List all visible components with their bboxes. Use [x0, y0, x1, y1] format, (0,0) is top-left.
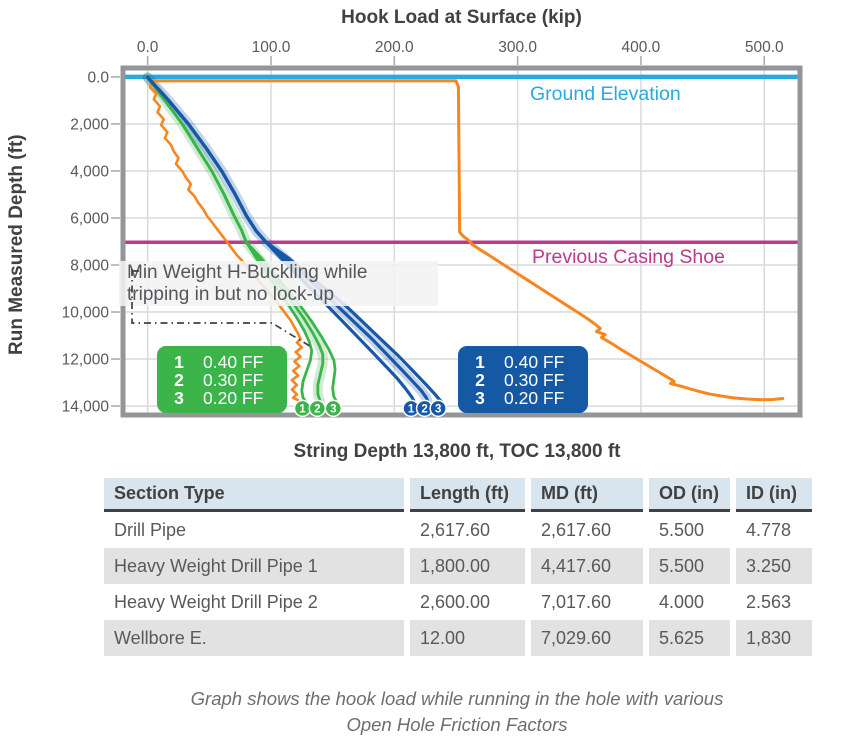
table-cell: 4.000	[659, 592, 705, 612]
table-cell: Wellbore E.	[104, 620, 404, 656]
string-depth-title: String Depth 13,800 ft, TOC 13,800 ft	[293, 441, 621, 462]
column-header: Length (ft)	[410, 478, 525, 512]
buckling-annotation: Min Weight H-Buckling while tripping in …	[119, 261, 438, 306]
x-tick-label: 0.0	[137, 39, 159, 56]
series-end-marker	[429, 399, 447, 418]
table-cell: 1,800.00	[410, 548, 525, 584]
chart-canvas: 0.0 100.0 200.0 300.0 400.0 500.0 0.0 2,000 4,00…	[62, 39, 803, 418]
y-tick-label: 14,000	[62, 399, 110, 416]
annotation-line-2: tripping in but no lock-up	[127, 283, 335, 305]
legend-entry: 1 0.40 FF	[171, 353, 287, 371]
y-tick-label: 8,000	[70, 258, 109, 275]
y-axis-title: Run Measured Depth (ft)	[6, 134, 27, 355]
series-end-marker-number: 1	[408, 404, 415, 416]
table-cell: 2,600.00	[420, 592, 491, 612]
legend-series-number: 2	[174, 370, 184, 390]
table-cell: 4,417.60	[531, 548, 643, 584]
legend-green-min-weight: 1 0.40 FF 2 0.30 FF 3 0.20 FF	[157, 346, 287, 413]
x-axis-title: Hook Load at Surface (kip)	[341, 7, 582, 28]
table-cell: 3.250	[736, 548, 812, 584]
series-end-marker-number: 2	[421, 404, 427, 416]
x-tick-label: 100.0	[252, 39, 291, 56]
table-header-row: Section Type Length (ft) MD (ft) OD (in) ID …	[104, 478, 812, 512]
legend-series-number: 3	[475, 388, 485, 408]
table-cell: 5.500	[649, 548, 730, 584]
table-cell: 7,029.60	[531, 620, 643, 656]
y-tick-label: 0.0	[87, 69, 109, 86]
table-row: Heavy Weight Drill Pipe 2 2,600.00 7,017.6…	[104, 584, 812, 620]
y-tick-label: 2,000	[70, 116, 109, 133]
series-end-marker-number: 3	[435, 404, 441, 416]
plot-border	[120, 65, 803, 418]
legend-entry: 1 0.40 FF	[472, 353, 588, 371]
legend-entry: 3 0.20 FF	[171, 389, 287, 407]
legend-entry: 2 0.30 FF	[472, 371, 588, 389]
legend-friction-factor: 0.20 FF	[203, 388, 264, 408]
table-cell: 2,617.60	[541, 520, 612, 540]
table-cell: 2.563	[746, 592, 792, 612]
table-cell: 5.625	[649, 620, 730, 656]
caption-line-1: Graph shows the hook load while running …	[190, 688, 724, 709]
table-row: Heavy Weight Drill Pipe 1 1,800.00 4,417.6…	[104, 548, 812, 584]
series-min-weight-trip-in	[146, 76, 304, 402]
series-end-marker-number: 3	[330, 404, 336, 416]
column-header: Section Type	[104, 478, 404, 512]
legend-friction-factor: 0.20 FF	[504, 388, 565, 408]
legend-friction-factor: 0.40 FF	[203, 352, 264, 372]
y-tick-label: 4,000	[70, 163, 109, 180]
caption-line-2: Open Hole Friction Factors	[346, 714, 568, 735]
legend-entry: 2 0.30 FF	[171, 371, 287, 389]
legend-friction-factor: 0.30 FF	[504, 370, 565, 390]
column-header: OD (in)	[649, 478, 730, 512]
table-row: Drill Pipe 2,617.60 2,617.60 5.500 4.778	[104, 512, 812, 548]
figure-caption: Graph shows the hook load while running …	[104, 686, 810, 738]
table-cell: 1,830	[736, 620, 812, 656]
legend-series-number: 2	[475, 370, 485, 390]
table-cell: 2,617.60	[420, 520, 491, 540]
table-cell: 5.500	[659, 520, 705, 540]
table-row: Wellbore E. 12.00 7,029.60 5.625 1,830	[104, 620, 812, 656]
table-cell: Heavy Weight Drill Pipe 2	[114, 592, 318, 612]
series-end-marker	[324, 399, 343, 418]
legend-blue-trip-in: 1 0.40 FF 2 0.30 FF 3 0.20 FF	[458, 346, 588, 413]
ground-elevation-label: Ground Elevation	[530, 83, 681, 105]
annotation-line-1: Min Weight H-Buckling while	[127, 262, 368, 283]
series-end-marker-number: 1	[299, 404, 306, 416]
y-tick-label: 6,000	[70, 210, 109, 227]
section-table: Section Type Length (ft) MD (ft) OD (in) ID …	[104, 478, 812, 656]
legend-series-number: 1	[475, 352, 485, 372]
legend-series-number: 3	[174, 388, 184, 408]
legend-friction-factor: 0.40 FF	[504, 352, 565, 372]
legend-series-number: 1	[174, 352, 184, 372]
x-tick-label: 300.0	[498, 39, 537, 56]
legend-friction-factor: 0.30 FF	[203, 370, 264, 390]
legend-entry: 3 0.20 FF	[472, 389, 588, 407]
previous-casing-shoe-label: Previous Casing Shoe	[532, 246, 725, 268]
table-cell: 4.778	[746, 520, 792, 540]
table-cell: Drill Pipe	[114, 520, 187, 540]
series-hook-load-upper-envelope	[146, 76, 785, 402]
table-cell: 12.00	[410, 620, 525, 656]
column-header: MD (ft)	[531, 478, 643, 512]
hook-load-chart: Hook Load at Surface (kip) Run Measured …	[6, 7, 803, 418]
y-tick-label: 10,000	[62, 305, 110, 322]
x-tick-label: 400.0	[622, 39, 661, 56]
y-tick-label: 12,000	[62, 352, 110, 369]
x-tick-label: 200.0	[375, 39, 414, 56]
x-tick-label: 500.0	[745, 39, 784, 56]
series-end-marker-number: 2	[314, 404, 320, 416]
column-header: ID (in)	[736, 478, 812, 512]
table-cell: Heavy Weight Drill Pipe 1	[104, 548, 404, 584]
table-cell: 7,017.60	[541, 592, 612, 612]
